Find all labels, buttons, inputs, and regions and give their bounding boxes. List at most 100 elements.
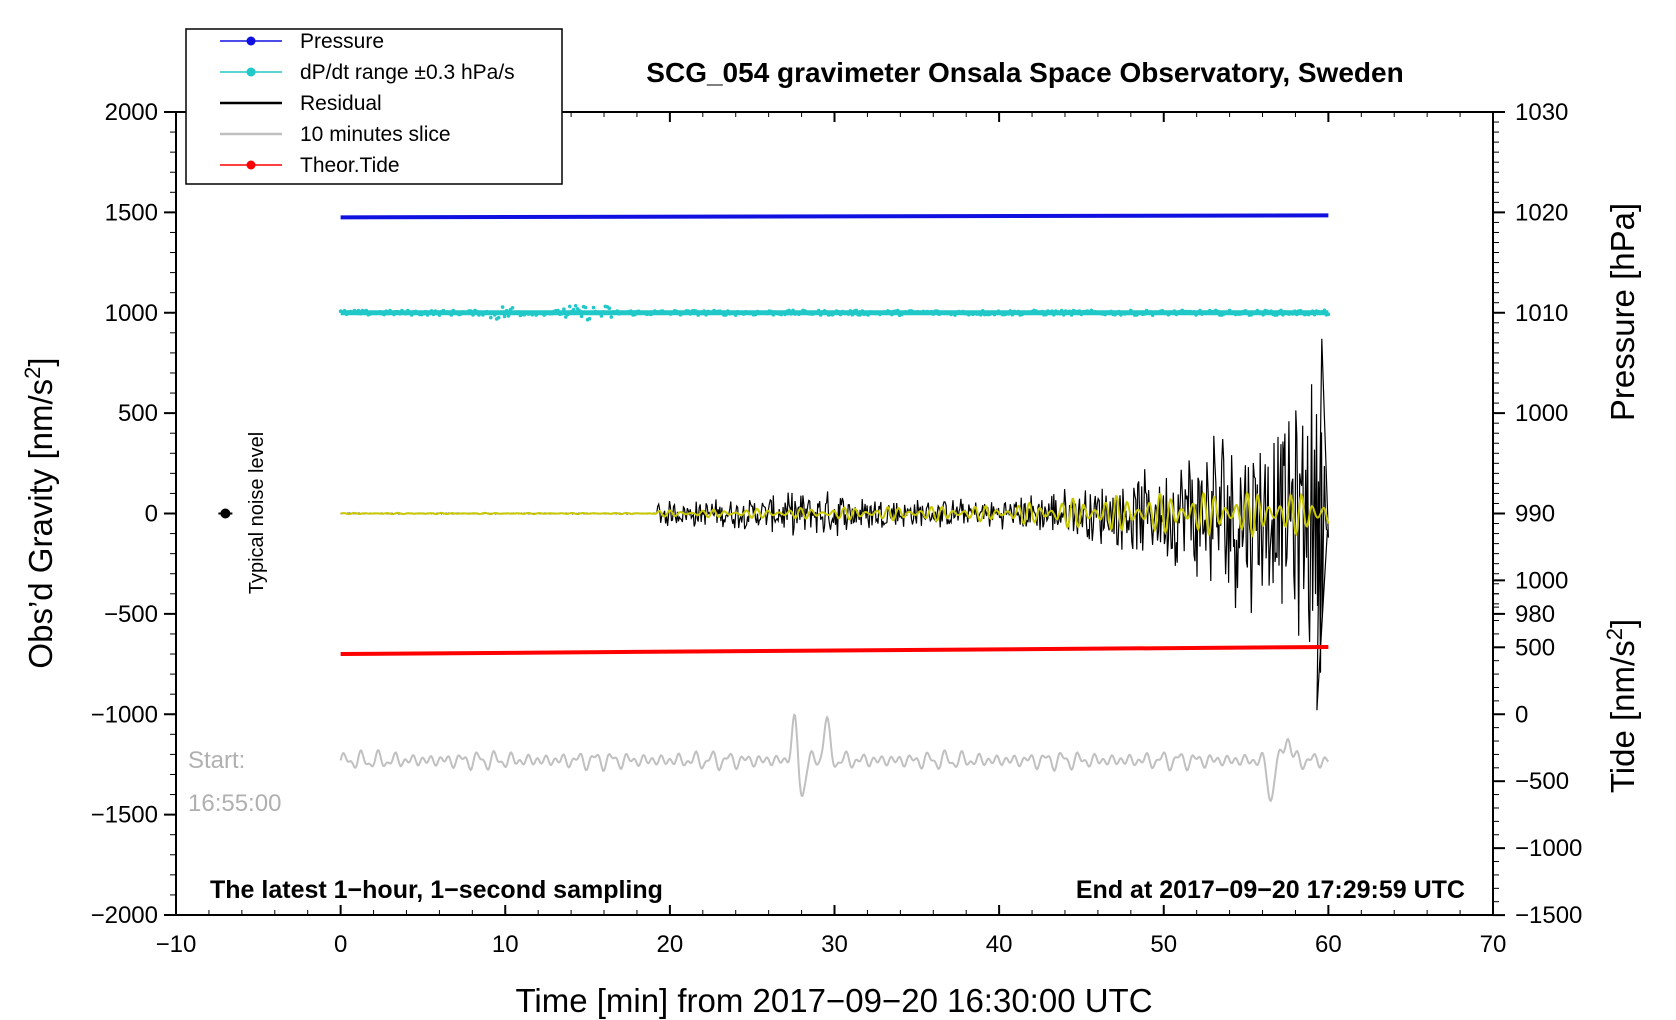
dpdt-point xyxy=(1044,312,1048,317)
dpdt-point xyxy=(364,308,369,313)
chart-title: SCG_054 gravimeter Onsala Space Observat… xyxy=(646,57,1403,88)
dpdt-point xyxy=(579,314,584,319)
x-tick-label: 40 xyxy=(986,931,1013,958)
dpdt-point xyxy=(1231,310,1236,314)
dpdt-point xyxy=(1059,308,1064,313)
dpdt-point xyxy=(615,309,619,313)
tide-tick-label: −500 xyxy=(1515,768,1569,795)
dpdt-point xyxy=(848,309,853,313)
dpdt-point xyxy=(931,312,936,316)
legend-label: dP/dt range ±0.3 hPa/s xyxy=(300,61,515,84)
dpdt-point xyxy=(1322,308,1327,313)
dpdt-point xyxy=(733,313,738,317)
y-axis-left-title: Obs’d Gravity [nm/s2] xyxy=(20,357,60,668)
dpdt-point xyxy=(726,309,730,313)
dpdt-point xyxy=(1291,312,1295,316)
y-axis-tide-title-end: ] xyxy=(1604,619,1641,628)
dpdt-point xyxy=(1275,313,1279,317)
pressure-line xyxy=(340,213,1329,220)
legend-label: Pressure xyxy=(300,30,384,53)
dpdt-point xyxy=(437,313,442,317)
dpdt-point xyxy=(1016,309,1020,314)
dpdt-point xyxy=(978,312,983,317)
y-axis-pressure-ticks: 1030 1020 1010 1000 990 980 xyxy=(1493,99,1568,628)
pressure-tick-label: 1010 xyxy=(1515,300,1568,327)
dpdt-point xyxy=(1131,310,1135,315)
dpdt-point xyxy=(858,313,862,317)
dpdt-point xyxy=(1295,312,1299,317)
dpdt-point xyxy=(469,309,473,313)
dpdt-point xyxy=(838,312,843,317)
dpdt-point xyxy=(475,309,479,314)
dpdt-point xyxy=(633,312,637,317)
dpdt-point xyxy=(953,313,957,317)
y-tick-label: 0 xyxy=(145,501,158,528)
x-tick-label: 50 xyxy=(1150,931,1177,958)
dpdt-point xyxy=(769,309,774,314)
filtered-residual-line xyxy=(340,491,1330,538)
dpdt-point xyxy=(392,312,396,317)
dpdt-point xyxy=(866,313,870,317)
dpdt-point xyxy=(818,313,823,317)
dpdt-point xyxy=(609,315,614,319)
dpdt-point xyxy=(1198,308,1202,313)
dpdt-point xyxy=(564,315,568,319)
dpdt-point xyxy=(1142,312,1147,316)
dpdt-point xyxy=(1040,309,1044,314)
noise-dot xyxy=(220,508,231,519)
dpdt-point xyxy=(589,310,594,315)
dpdt-point xyxy=(836,310,841,314)
y-axis-tide-title: Tide [nm/s2] xyxy=(1602,619,1642,793)
x-tick-label: 20 xyxy=(657,931,684,958)
legend-swatch-marker xyxy=(246,67,256,77)
dpdt-point xyxy=(571,307,576,312)
dpdt-point xyxy=(386,311,390,316)
legend-swatch-marker xyxy=(246,160,256,170)
pressure-tick-label: 1000 xyxy=(1515,400,1568,427)
dpdt-point xyxy=(423,309,428,314)
dpdt-point xyxy=(1172,309,1177,313)
dpdt-point xyxy=(651,311,655,316)
x-tick-label: 30 xyxy=(821,931,848,958)
dpdt-point xyxy=(1166,312,1171,317)
dpdt-point xyxy=(1103,312,1107,317)
x-axis-ticks: −10 0 10 20 30 40 50 60 70 xyxy=(156,112,1506,958)
x-tick-label: −10 xyxy=(156,931,197,958)
dpdt-point xyxy=(382,312,386,317)
dpdt-point xyxy=(1245,310,1250,315)
y-axis-left-title-main: Obs’d Gravity [nm/s xyxy=(22,379,59,669)
tide-tick-label: 1000 xyxy=(1515,567,1568,594)
dpdt-point xyxy=(1281,313,1285,317)
noise-label: Typical noise level xyxy=(246,432,268,594)
dpdt-point xyxy=(506,314,511,318)
dpdt-point xyxy=(356,308,361,313)
dpdt-point xyxy=(556,308,560,313)
dpdt-point xyxy=(890,312,894,317)
start-label: Start: xyxy=(188,747,245,774)
dpdt-point xyxy=(599,314,604,318)
dpdt-point xyxy=(1050,309,1054,314)
tide-tick-label: −1000 xyxy=(1515,835,1582,862)
x-tick-label: 60 xyxy=(1315,931,1342,958)
dpdt-point xyxy=(601,310,606,314)
dpdt-point xyxy=(471,313,475,317)
dpdt-point xyxy=(935,309,939,313)
dpdt-point xyxy=(1010,312,1015,317)
y-tick-label: 1500 xyxy=(105,199,158,226)
dpdt-point xyxy=(429,309,434,313)
dpdt-point xyxy=(496,315,501,320)
dpdt-point xyxy=(846,312,851,316)
series-group xyxy=(338,213,1331,803)
pressure-tick-label: 1030 xyxy=(1515,99,1568,126)
dpdt-point xyxy=(607,306,612,311)
y-axis-pressure-title: Pressure [hPa] xyxy=(1604,203,1641,421)
tide-tick-label: 500 xyxy=(1515,634,1555,661)
dpdt-point xyxy=(787,308,791,313)
y-axis-left-ticks: 2000 1500 1000 500 0 −500 −1000 −1500 −2000 xyxy=(91,99,176,929)
theor-tide-line xyxy=(340,644,1329,657)
dpdt-point xyxy=(487,310,491,315)
dpdt-point xyxy=(566,312,570,317)
x-tick-label: 10 xyxy=(492,931,519,958)
dpdt-point xyxy=(816,308,821,313)
dpdt-point xyxy=(1310,309,1315,314)
